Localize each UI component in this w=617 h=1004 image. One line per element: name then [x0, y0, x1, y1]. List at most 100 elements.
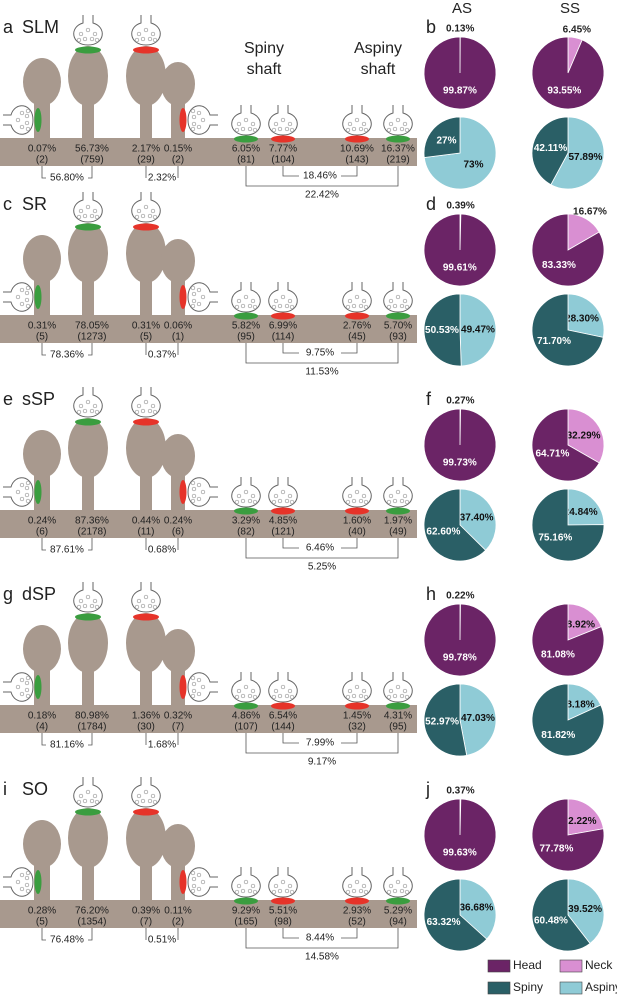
vesicle	[388, 493, 394, 499]
vesicle	[247, 303, 253, 309]
synapse	[34, 870, 42, 894]
vesicle	[243, 489, 249, 495]
percent-label: 10.69%	[340, 144, 374, 155]
vesicle	[15, 879, 21, 885]
vesicle	[94, 799, 100, 805]
vesicle	[404, 304, 410, 310]
col-header: Spiny shaft	[243, 40, 285, 78]
count-label: (32)	[348, 722, 366, 733]
presynaptic-terminal	[268, 282, 298, 313]
count-label: (104)	[271, 155, 294, 166]
bracket	[282, 166, 358, 177]
pie-wedge	[531, 408, 600, 482]
vesicle	[191, 876, 197, 882]
vesicle	[19, 287, 25, 293]
col-header: Aspiny shaft	[353, 40, 403, 78]
vesicle	[351, 498, 357, 504]
vesicle	[243, 879, 249, 885]
pie-label: 47.03%	[461, 713, 495, 724]
presynaptic-terminal	[131, 192, 161, 223]
pie-label: 99.61%	[443, 263, 477, 274]
presynaptic-terminal	[3, 477, 34, 507]
vesicle	[234, 694, 240, 700]
percent-label: 1.45%	[343, 711, 371, 722]
vesicle	[395, 684, 401, 690]
vesicle	[190, 675, 196, 681]
pie-wedge	[423, 213, 497, 287]
count-label: (1273)	[78, 332, 107, 343]
vesicle	[240, 126, 246, 132]
vesicle	[134, 214, 140, 220]
vesicle	[92, 793, 98, 799]
terminal-outline	[187, 105, 218, 135]
presynaptic-terminal	[187, 477, 218, 507]
legend-swatch	[487, 981, 511, 995]
vesicle	[289, 889, 295, 895]
vesicle	[85, 789, 91, 795]
vesicle	[250, 298, 256, 304]
vesicle	[19, 886, 25, 892]
percent-label: 76.20%	[75, 906, 109, 917]
vesicle	[271, 889, 277, 895]
vesicle	[386, 889, 392, 895]
vesicle	[234, 127, 240, 133]
vesicle	[284, 498, 290, 504]
vesicle	[345, 127, 351, 133]
pie-label: 0.22%	[446, 591, 474, 602]
vesicle	[191, 688, 197, 694]
synapse	[386, 312, 410, 320]
terminal-outline	[383, 105, 413, 136]
spine-neck	[82, 98, 94, 140]
legend-label: Neck	[585, 958, 613, 972]
synapse	[179, 480, 187, 504]
percent-label: 87.36%	[75, 516, 109, 527]
pie-wedge	[423, 116, 461, 158]
vesicle	[271, 499, 277, 505]
vesicle	[392, 498, 398, 504]
vesicle	[273, 883, 279, 889]
percent-label: 0.11%	[164, 906, 192, 917]
vesicle	[236, 883, 242, 889]
vesicle	[92, 31, 98, 37]
count-label: (219)	[386, 155, 409, 166]
pie-label: 57.89%	[568, 152, 602, 163]
percent-label: 0.18%	[28, 711, 56, 722]
vesicle	[89, 408, 95, 414]
vesicle	[354, 489, 360, 495]
vesicle	[402, 688, 408, 694]
synapse	[345, 702, 369, 710]
count-label: (52)	[348, 917, 366, 928]
presynaptic-terminal	[73, 15, 103, 46]
vesicle	[25, 693, 31, 699]
vesicle	[134, 409, 140, 415]
vesicle	[402, 883, 408, 889]
vesicle	[277, 693, 283, 699]
vesicle	[78, 31, 84, 37]
vesicle	[82, 213, 88, 219]
presynaptic-terminal	[3, 867, 34, 897]
pie-wedge	[423, 878, 488, 952]
synapse	[179, 870, 187, 894]
terminal-outline	[268, 477, 298, 508]
vesicle	[347, 493, 353, 499]
vesicle	[287, 298, 293, 304]
percent-label: 0.15%	[164, 144, 192, 155]
vesicle	[273, 121, 279, 127]
col-header: AS	[452, 0, 472, 17]
count-label: (1784)	[78, 722, 107, 733]
pie-label: 99.73%	[443, 458, 477, 469]
vesicle	[150, 31, 156, 37]
vesicle	[19, 482, 25, 488]
terminal-outline	[342, 282, 372, 313]
terminal-outline	[231, 282, 261, 313]
percent-label: 0.44%	[132, 516, 160, 527]
vesicle	[150, 793, 156, 799]
pie-wedge	[459, 488, 497, 551]
vesicle	[361, 121, 367, 127]
bracket	[41, 166, 93, 179]
terminal-outline	[268, 105, 298, 136]
bracket-label: 11.53%	[305, 367, 338, 378]
pie-label: 18.92%	[561, 620, 595, 631]
pie-label: 0.13%	[446, 24, 474, 35]
terminal-outline	[3, 105, 34, 135]
